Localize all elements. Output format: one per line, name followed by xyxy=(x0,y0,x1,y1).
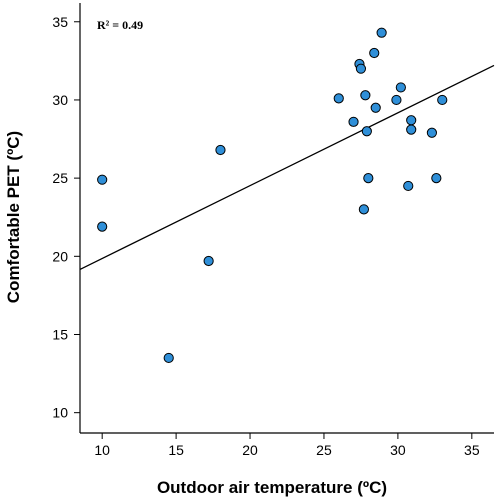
data-point xyxy=(431,173,442,184)
data-point xyxy=(370,102,381,113)
x-axis-ticks: 10 15 20 25 30 35 xyxy=(94,433,480,458)
data-point xyxy=(363,173,374,184)
y-axis-title: Comfortable PET (ºC) xyxy=(4,131,23,303)
y-tick-label: 10 xyxy=(52,405,68,421)
y-tick-label: 15 xyxy=(52,326,68,342)
data-point xyxy=(376,27,387,38)
data-point xyxy=(97,174,108,185)
data-point xyxy=(361,126,372,137)
data-point xyxy=(406,115,417,126)
data-point xyxy=(406,124,417,135)
data-point xyxy=(403,180,414,192)
data-point xyxy=(333,93,344,104)
data-point xyxy=(369,47,380,59)
y-axis-ticks: 10 15 20 25 30 35 xyxy=(52,14,80,421)
data-point xyxy=(360,90,371,101)
y-tick-label: 30 xyxy=(52,92,68,108)
data-points xyxy=(97,27,448,364)
x-tick-label: 35 xyxy=(464,442,480,458)
r-squared-annotation: R² = 0.49 xyxy=(97,18,143,32)
x-tick-label: 20 xyxy=(242,442,258,458)
y-tick-label: 20 xyxy=(52,248,68,264)
x-tick-label: 25 xyxy=(316,442,332,458)
data-point xyxy=(163,352,174,364)
data-point xyxy=(391,94,402,106)
x-tick-label: 30 xyxy=(390,442,406,458)
y-tick-label: 35 xyxy=(52,14,68,30)
data-point xyxy=(426,127,437,138)
y-tick-label: 25 xyxy=(52,170,68,186)
regression-line xyxy=(79,64,495,271)
x-tick-label: 15 xyxy=(168,442,184,458)
data-point xyxy=(355,63,367,74)
data-point xyxy=(395,82,406,93)
data-point xyxy=(348,116,359,127)
axes xyxy=(79,3,494,434)
data-point xyxy=(437,94,448,106)
data-point xyxy=(203,255,214,267)
data-point xyxy=(215,144,226,156)
data-point xyxy=(358,204,369,215)
x-axis-title: Outdoor air temperature (ºC) xyxy=(157,478,387,497)
x-tick-label: 10 xyxy=(94,442,110,458)
data-point xyxy=(97,221,108,232)
